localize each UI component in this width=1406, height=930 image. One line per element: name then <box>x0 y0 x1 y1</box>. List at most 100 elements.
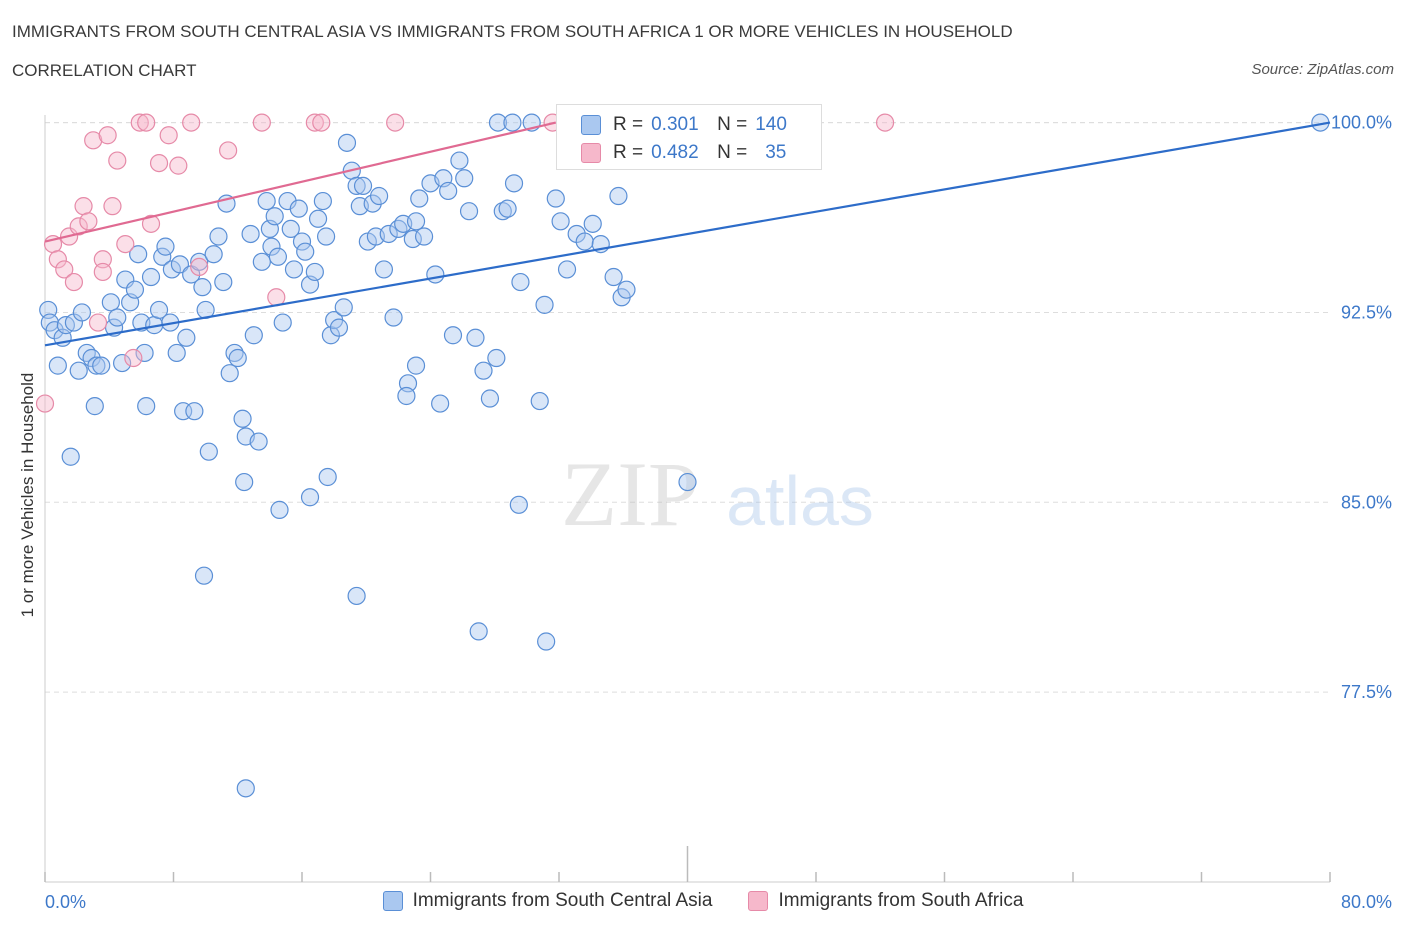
data-point-south-central-asia <box>284 260 304 279</box>
data-point-south-africa <box>79 212 98 231</box>
data-point-south-central-asia <box>488 113 508 132</box>
y-tick-label: 92.5% <box>1341 302 1392 322</box>
tick-labels: 77.5% 85.0% 92.5% 100.0% 0.0% 80.0% <box>45 113 1392 912</box>
chart-title: IMMIGRANTS FROM SOUTH CENTRAL ASIA VS IM… <box>12 22 1013 41</box>
data-point-south-central-asia <box>185 402 204 421</box>
data-point-south-central-asia <box>61 447 80 466</box>
data-point-south-central-asia <box>214 272 233 292</box>
data-point-south-central-asia <box>493 202 512 221</box>
data-point-south-central-asia <box>443 326 463 345</box>
stats-row-pink: R = 0.482 N = 35 <box>581 140 787 166</box>
y-tick-label: 85.0% <box>1341 492 1392 512</box>
stats-r-value-blue: 0.301 <box>651 114 699 135</box>
legend-item-south-africa[interactable]: Immigrants from South Africa <box>748 890 1023 912</box>
legend-swatch-blue <box>382 891 403 911</box>
data-point-south-africa <box>108 151 127 170</box>
legend-swatch-pink <box>748 891 769 911</box>
stats-n-label: N = <box>717 114 748 135</box>
data-point-south-africa <box>55 260 74 279</box>
data-point-south-central-asia <box>77 343 96 363</box>
data-point-south-central-asia <box>296 242 315 261</box>
legend-item-south-central-asia[interactable]: Immigrants from South Central Asia <box>382 890 713 912</box>
data-point-south-central-asia <box>153 247 172 266</box>
data-point-south-central-asia <box>85 397 104 416</box>
data-point-south-central-asia <box>262 237 281 256</box>
data-point-south-central-asia <box>316 227 336 246</box>
stats-r-label: R = <box>613 114 644 135</box>
data-point-south-central-asia <box>108 308 127 327</box>
data-point-south-central-asia <box>537 632 556 651</box>
stats-r-label: R = <box>613 142 644 163</box>
data-point-south-central-asia <box>511 272 530 292</box>
data-point-south-central-asia <box>156 237 175 256</box>
stats-n-value-pink: 35 <box>765 142 787 163</box>
data-point-south-central-asia <box>469 622 488 641</box>
data-point-south-central-asia <box>236 779 255 798</box>
trend-line-south-africa <box>44 121 557 243</box>
data-point-south-central-asia <box>347 176 366 195</box>
data-point-south-central-asia <box>292 232 312 251</box>
data-point-south-central-asia <box>137 397 156 416</box>
data-point-south-central-asia <box>257 191 276 211</box>
data-point-south-central-asia <box>678 472 697 492</box>
data-point-south-central-asia <box>337 133 357 152</box>
data-point-south-central-asia <box>170 255 190 274</box>
data-point-south-central-asia <box>220 364 239 383</box>
data-point-south-africa <box>74 197 93 216</box>
data-point-south-africa <box>182 113 201 132</box>
data-point-south-africa <box>93 250 112 269</box>
data-point-south-central-asia <box>149 300 169 320</box>
y-tick-label: 100.0% <box>1331 113 1392 133</box>
data-point-south-central-asia <box>551 212 570 231</box>
watermark-atlas: atlas <box>726 462 874 540</box>
data-point-south-central-asia <box>498 199 517 218</box>
data-point-south-central-asia <box>305 262 324 282</box>
data-point-south-central-asia <box>318 467 337 487</box>
data-point-south-central-asia <box>575 232 594 251</box>
data-point-south-central-asia <box>334 298 353 317</box>
data-point-south-central-asia <box>370 186 389 206</box>
data-point-south-africa <box>875 113 895 132</box>
data-point-south-central-asia <box>583 214 602 233</box>
data-point-south-africa <box>149 153 169 173</box>
data-point-south-central-asia <box>204 245 223 264</box>
data-point-south-central-asia <box>329 318 349 337</box>
data-point-south-central-asia <box>228 348 247 368</box>
data-point-south-africa <box>98 126 117 145</box>
data-point-south-central-asia <box>273 313 292 332</box>
series-south-africa <box>35 113 895 413</box>
data-point-south-central-asia <box>233 409 252 428</box>
data-point-south-africa <box>93 262 112 282</box>
data-point-south-africa <box>84 131 103 150</box>
watermark: ZIP atlas <box>561 443 874 545</box>
data-point-south-central-asia <box>410 189 429 208</box>
data-point-south-central-asia <box>313 191 332 211</box>
data-point-south-africa <box>88 313 108 332</box>
data-point-south-central-asia <box>617 280 636 299</box>
data-point-south-central-asia <box>374 260 394 279</box>
data-point-south-africa <box>312 113 331 132</box>
data-point-south-africa <box>116 234 135 254</box>
data-point-south-central-asia <box>193 278 212 297</box>
y-axis-label: 1 or more Vehicles in Household <box>18 372 37 618</box>
data-point-south-central-asia <box>557 260 577 279</box>
data-point-south-central-asia <box>252 252 271 271</box>
data-point-south-central-asia <box>265 207 284 226</box>
legend-label-south-central-asia: Immigrants from South Central Asia <box>412 890 713 911</box>
data-point-south-africa <box>252 113 271 132</box>
data-point-south-central-asia <box>604 267 623 287</box>
data-point-south-africa <box>305 113 324 132</box>
data-point-south-central-asia <box>244 326 263 345</box>
stats-swatch-blue <box>581 115 601 135</box>
data-point-south-central-asia <box>289 199 308 218</box>
data-point-south-central-asia <box>129 245 148 264</box>
data-point-south-central-asia <box>112 353 132 373</box>
data-point-south-central-asia <box>403 229 422 249</box>
source-note: Source: ZipAtlas.com <box>1251 61 1394 78</box>
data-point-south-central-asia <box>199 442 218 461</box>
data-point-south-central-asia <box>379 224 398 244</box>
data-point-south-central-asia <box>487 348 506 368</box>
data-point-south-central-asia <box>268 247 288 266</box>
data-point-south-central-asia <box>167 343 186 363</box>
data-point-south-central-asia <box>439 181 458 201</box>
